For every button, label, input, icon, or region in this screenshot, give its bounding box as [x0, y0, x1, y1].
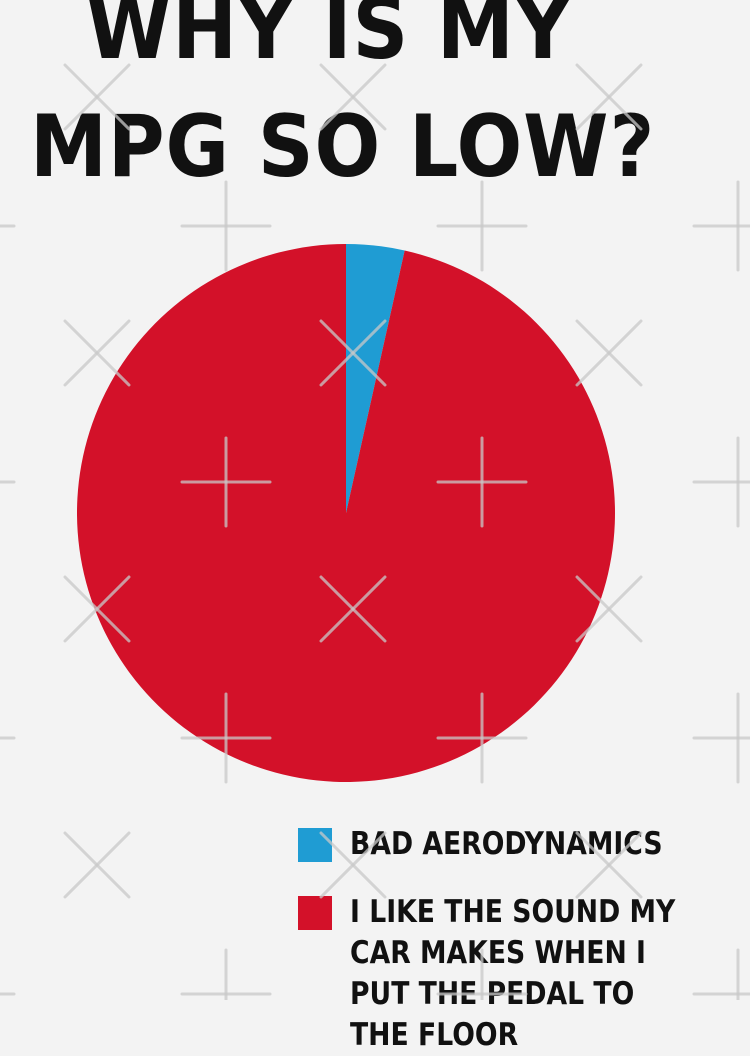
legend-swatch-blue — [298, 828, 332, 862]
chart-title-line-1: WHY IS MY — [86, 0, 572, 79]
chart-title-line-2: MPG SO LOW? — [30, 97, 656, 197]
legend-label: I LIKE THE SOUND MY CAR MAKES WHEN I PUT… — [350, 894, 676, 1053]
pie-slice-1 — [76, 244, 615, 783]
pie-slices — [76, 244, 615, 783]
legend-swatch-red — [298, 896, 332, 930]
legend-label: BAD AERODYNAMICS — [350, 826, 663, 862]
